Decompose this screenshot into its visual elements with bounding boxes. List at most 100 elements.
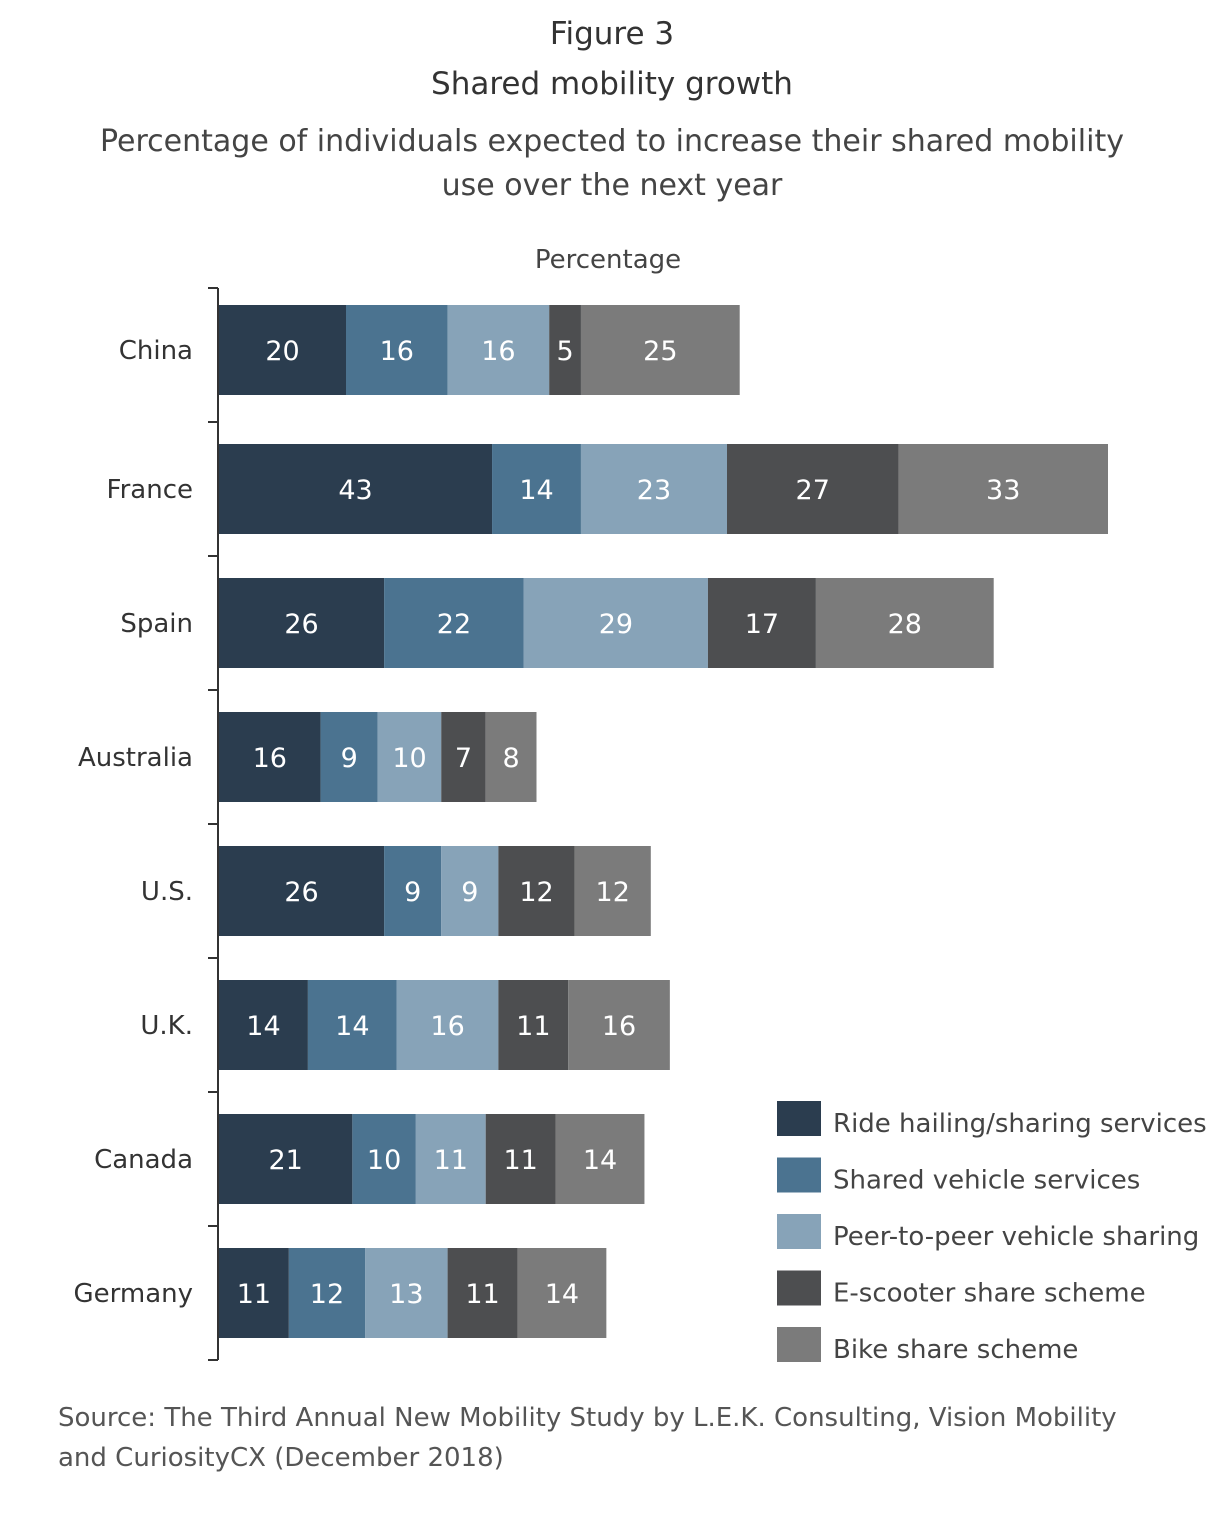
bar-segment bbox=[549, 305, 581, 395]
data-label: 20 bbox=[265, 336, 299, 367]
legend-swatch bbox=[777, 1270, 821, 1306]
data-label: 27 bbox=[796, 475, 830, 506]
data-label: 8 bbox=[503, 743, 520, 774]
legend-swatch bbox=[777, 1101, 821, 1136]
data-label: 17 bbox=[745, 609, 779, 640]
bar-segment bbox=[219, 1114, 353, 1204]
data-label: 16 bbox=[380, 336, 414, 367]
bar-segment bbox=[898, 444, 1108, 534]
bar-segment bbox=[492, 444, 581, 534]
legend-swatch bbox=[777, 1214, 821, 1249]
bar-segment bbox=[377, 712, 442, 802]
bar-segment bbox=[219, 846, 385, 936]
legend-label: E-scooter share scheme bbox=[833, 1279, 1146, 1309]
bar-segment bbox=[346, 305, 448, 395]
bar-segment bbox=[219, 980, 308, 1070]
legend-label: Peer-to-peer vehicle sharing bbox=[833, 1222, 1199, 1252]
data-label: 14 bbox=[519, 475, 553, 506]
data-label: 7 bbox=[455, 743, 472, 774]
data-label: 9 bbox=[461, 877, 478, 908]
data-label: 5 bbox=[556, 336, 573, 367]
bar-segment bbox=[574, 846, 651, 936]
bar-segment bbox=[441, 846, 499, 936]
category-label: Canada bbox=[94, 1145, 193, 1175]
bar-segment bbox=[219, 1248, 289, 1338]
bar-segment bbox=[517, 1248, 607, 1338]
data-label: 11 bbox=[465, 1279, 499, 1310]
chart-title: Shared mobility growth bbox=[431, 66, 793, 102]
bar-segment bbox=[288, 1248, 366, 1338]
data-label: 14 bbox=[335, 1011, 369, 1042]
bar-segment bbox=[568, 980, 670, 1070]
data-label: 26 bbox=[284, 609, 318, 640]
source-note: Source: The Third Annual New Mobility St… bbox=[58, 1403, 1117, 1473]
data-label: 9 bbox=[341, 743, 358, 774]
category-label: Australia bbox=[78, 743, 193, 773]
data-label: 11 bbox=[434, 1145, 468, 1176]
bar-segment bbox=[555, 1114, 645, 1204]
data-label: 33 bbox=[986, 475, 1020, 506]
bar-segment bbox=[523, 578, 708, 668]
data-label: 12 bbox=[596, 877, 630, 908]
data-label: 10 bbox=[367, 1145, 401, 1176]
bar-segment bbox=[219, 444, 493, 534]
legend-swatch bbox=[777, 1327, 821, 1362]
bar-segment bbox=[815, 578, 994, 668]
data-label: 16 bbox=[430, 1011, 464, 1042]
legend-swatch bbox=[777, 1157, 821, 1193]
bar-segment bbox=[396, 980, 499, 1070]
bar-segment bbox=[485, 712, 537, 802]
data-label: 12 bbox=[519, 877, 553, 908]
data-label: 13 bbox=[389, 1279, 423, 1310]
data-label: 14 bbox=[545, 1279, 579, 1310]
bar-segment bbox=[447, 305, 550, 395]
legend-label: Shared vehicle services bbox=[833, 1166, 1140, 1196]
data-label: 28 bbox=[888, 609, 922, 640]
bar-segment bbox=[384, 578, 524, 668]
chart-subtitle: Percentage of individuals expected to in… bbox=[100, 124, 1124, 203]
figure-label: Figure 3 bbox=[549, 16, 675, 52]
data-label: 11 bbox=[503, 1145, 537, 1176]
data-label: 11 bbox=[516, 1011, 550, 1042]
data-label: 29 bbox=[599, 609, 633, 640]
data-label: 16 bbox=[253, 743, 287, 774]
data-label: 16 bbox=[481, 336, 515, 367]
data-label: 9 bbox=[404, 877, 421, 908]
category-label: U.K. bbox=[140, 1011, 193, 1041]
bar-segment bbox=[219, 305, 346, 395]
bar-segment bbox=[384, 846, 442, 936]
category-label: U.S. bbox=[141, 877, 193, 907]
data-label: 25 bbox=[643, 336, 677, 367]
bar-segment bbox=[498, 980, 569, 1070]
bar-segment bbox=[441, 712, 486, 802]
bar-segment bbox=[365, 1248, 448, 1338]
data-label: 12 bbox=[310, 1279, 344, 1310]
bar-segment bbox=[219, 712, 321, 802]
data-label: 14 bbox=[583, 1145, 617, 1176]
data-label: 10 bbox=[392, 743, 426, 774]
bar-segment bbox=[447, 1248, 518, 1338]
data-label: 26 bbox=[284, 877, 318, 908]
bar-segment bbox=[498, 846, 575, 936]
legend-label: Ride hailing/sharing services bbox=[833, 1109, 1207, 1139]
data-label: 43 bbox=[338, 475, 372, 506]
bar-segment bbox=[727, 444, 899, 534]
legend-label: Bike share scheme bbox=[833, 1335, 1078, 1365]
data-label: 16 bbox=[602, 1011, 636, 1042]
data-label: 11 bbox=[237, 1279, 271, 1310]
bar-segment bbox=[352, 1114, 416, 1204]
bar-segment bbox=[415, 1114, 486, 1204]
category-label: Germany bbox=[73, 1279, 193, 1309]
bar-segment bbox=[307, 980, 397, 1070]
data-label: 22 bbox=[437, 609, 471, 640]
bar-segment bbox=[320, 712, 378, 802]
bar-segment bbox=[707, 578, 816, 668]
category-label: China bbox=[119, 336, 193, 366]
bar-segment bbox=[580, 305, 740, 395]
data-label: 14 bbox=[246, 1011, 280, 1042]
x-axis-label: Percentage bbox=[535, 245, 681, 275]
bar-segment bbox=[485, 1114, 556, 1204]
category-label: Spain bbox=[120, 609, 193, 639]
category-label: France bbox=[107, 475, 193, 505]
